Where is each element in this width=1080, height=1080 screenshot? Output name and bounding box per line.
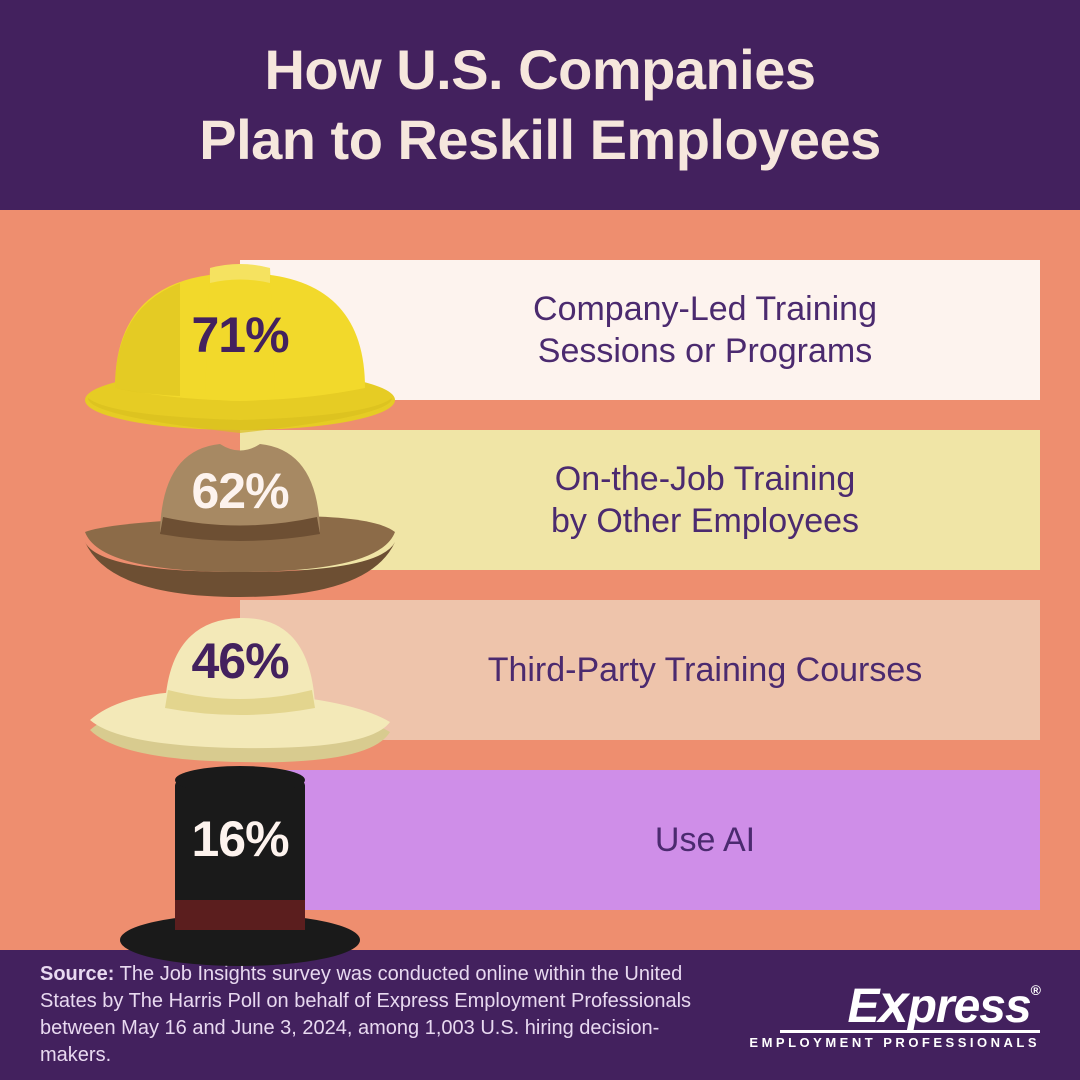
percent-value: 71% bbox=[70, 306, 410, 364]
source-body: The Job Insights survey was conducted on… bbox=[40, 963, 691, 1066]
bar-label: Company-Led TrainingSessions or Programs bbox=[410, 288, 1000, 373]
header: How U.S. CompaniesPlan to Reskill Employ… bbox=[0, 0, 1080, 210]
percent-value: 62% bbox=[70, 462, 410, 520]
bar-label: Use AI bbox=[410, 819, 1000, 862]
sunhat-icon: 46% bbox=[70, 590, 410, 785]
logo-subtitle: EMPLOYMENT PROFESSIONALS bbox=[749, 1035, 1040, 1050]
percent-value: 16% bbox=[70, 810, 410, 868]
bar-label: On-the-Job Trainingby Other Employees bbox=[410, 458, 1000, 543]
hardhat-icon: 71% bbox=[70, 248, 410, 453]
hat-stack: 16% 46% 62% bbox=[70, 230, 410, 950]
express-logo: Express® EMPLOYMENT PROFESSIONALS bbox=[749, 980, 1040, 1051]
main-area: Company-Led TrainingSessions or Programs… bbox=[0, 210, 1080, 950]
percent-value: 46% bbox=[70, 632, 410, 690]
page-title: How U.S. CompaniesPlan to Reskill Employ… bbox=[199, 35, 881, 175]
logo-wordmark: Express® bbox=[749, 980, 1040, 1029]
bar-label: Third-Party Training Courses bbox=[410, 649, 1000, 692]
source-text: Source: The Job Insights survey was cond… bbox=[40, 961, 720, 1069]
